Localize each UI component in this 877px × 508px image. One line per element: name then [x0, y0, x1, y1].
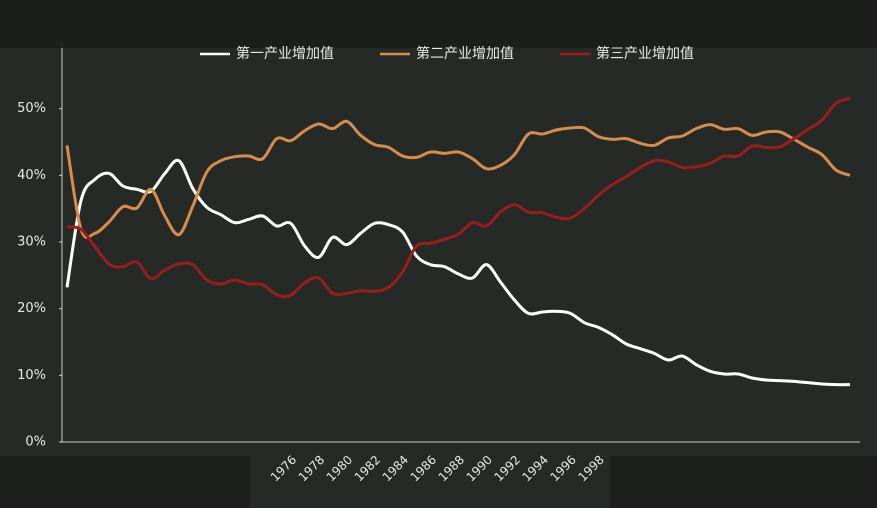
y-tick-label: 30% — [17, 235, 46, 250]
legend-label: 第二产业增加值 — [416, 45, 514, 62]
y-tick-label: 20% — [17, 301, 46, 316]
bottom-band — [610, 456, 877, 508]
bottom-band — [0, 456, 250, 508]
top-band — [0, 0, 877, 48]
y-tick-label: 10% — [17, 368, 46, 383]
legend-label: 第一产业增加值 — [236, 45, 334, 62]
series-line — [65, 119, 851, 239]
y-tick-label: 0% — [25, 435, 46, 450]
legend-label: 第三产业增加值 — [596, 45, 694, 62]
y-tick-label: 50% — [17, 101, 46, 116]
y-tick-label: 40% — [17, 168, 46, 183]
series-line — [66, 96, 851, 298]
series-line — [65, 158, 851, 387]
